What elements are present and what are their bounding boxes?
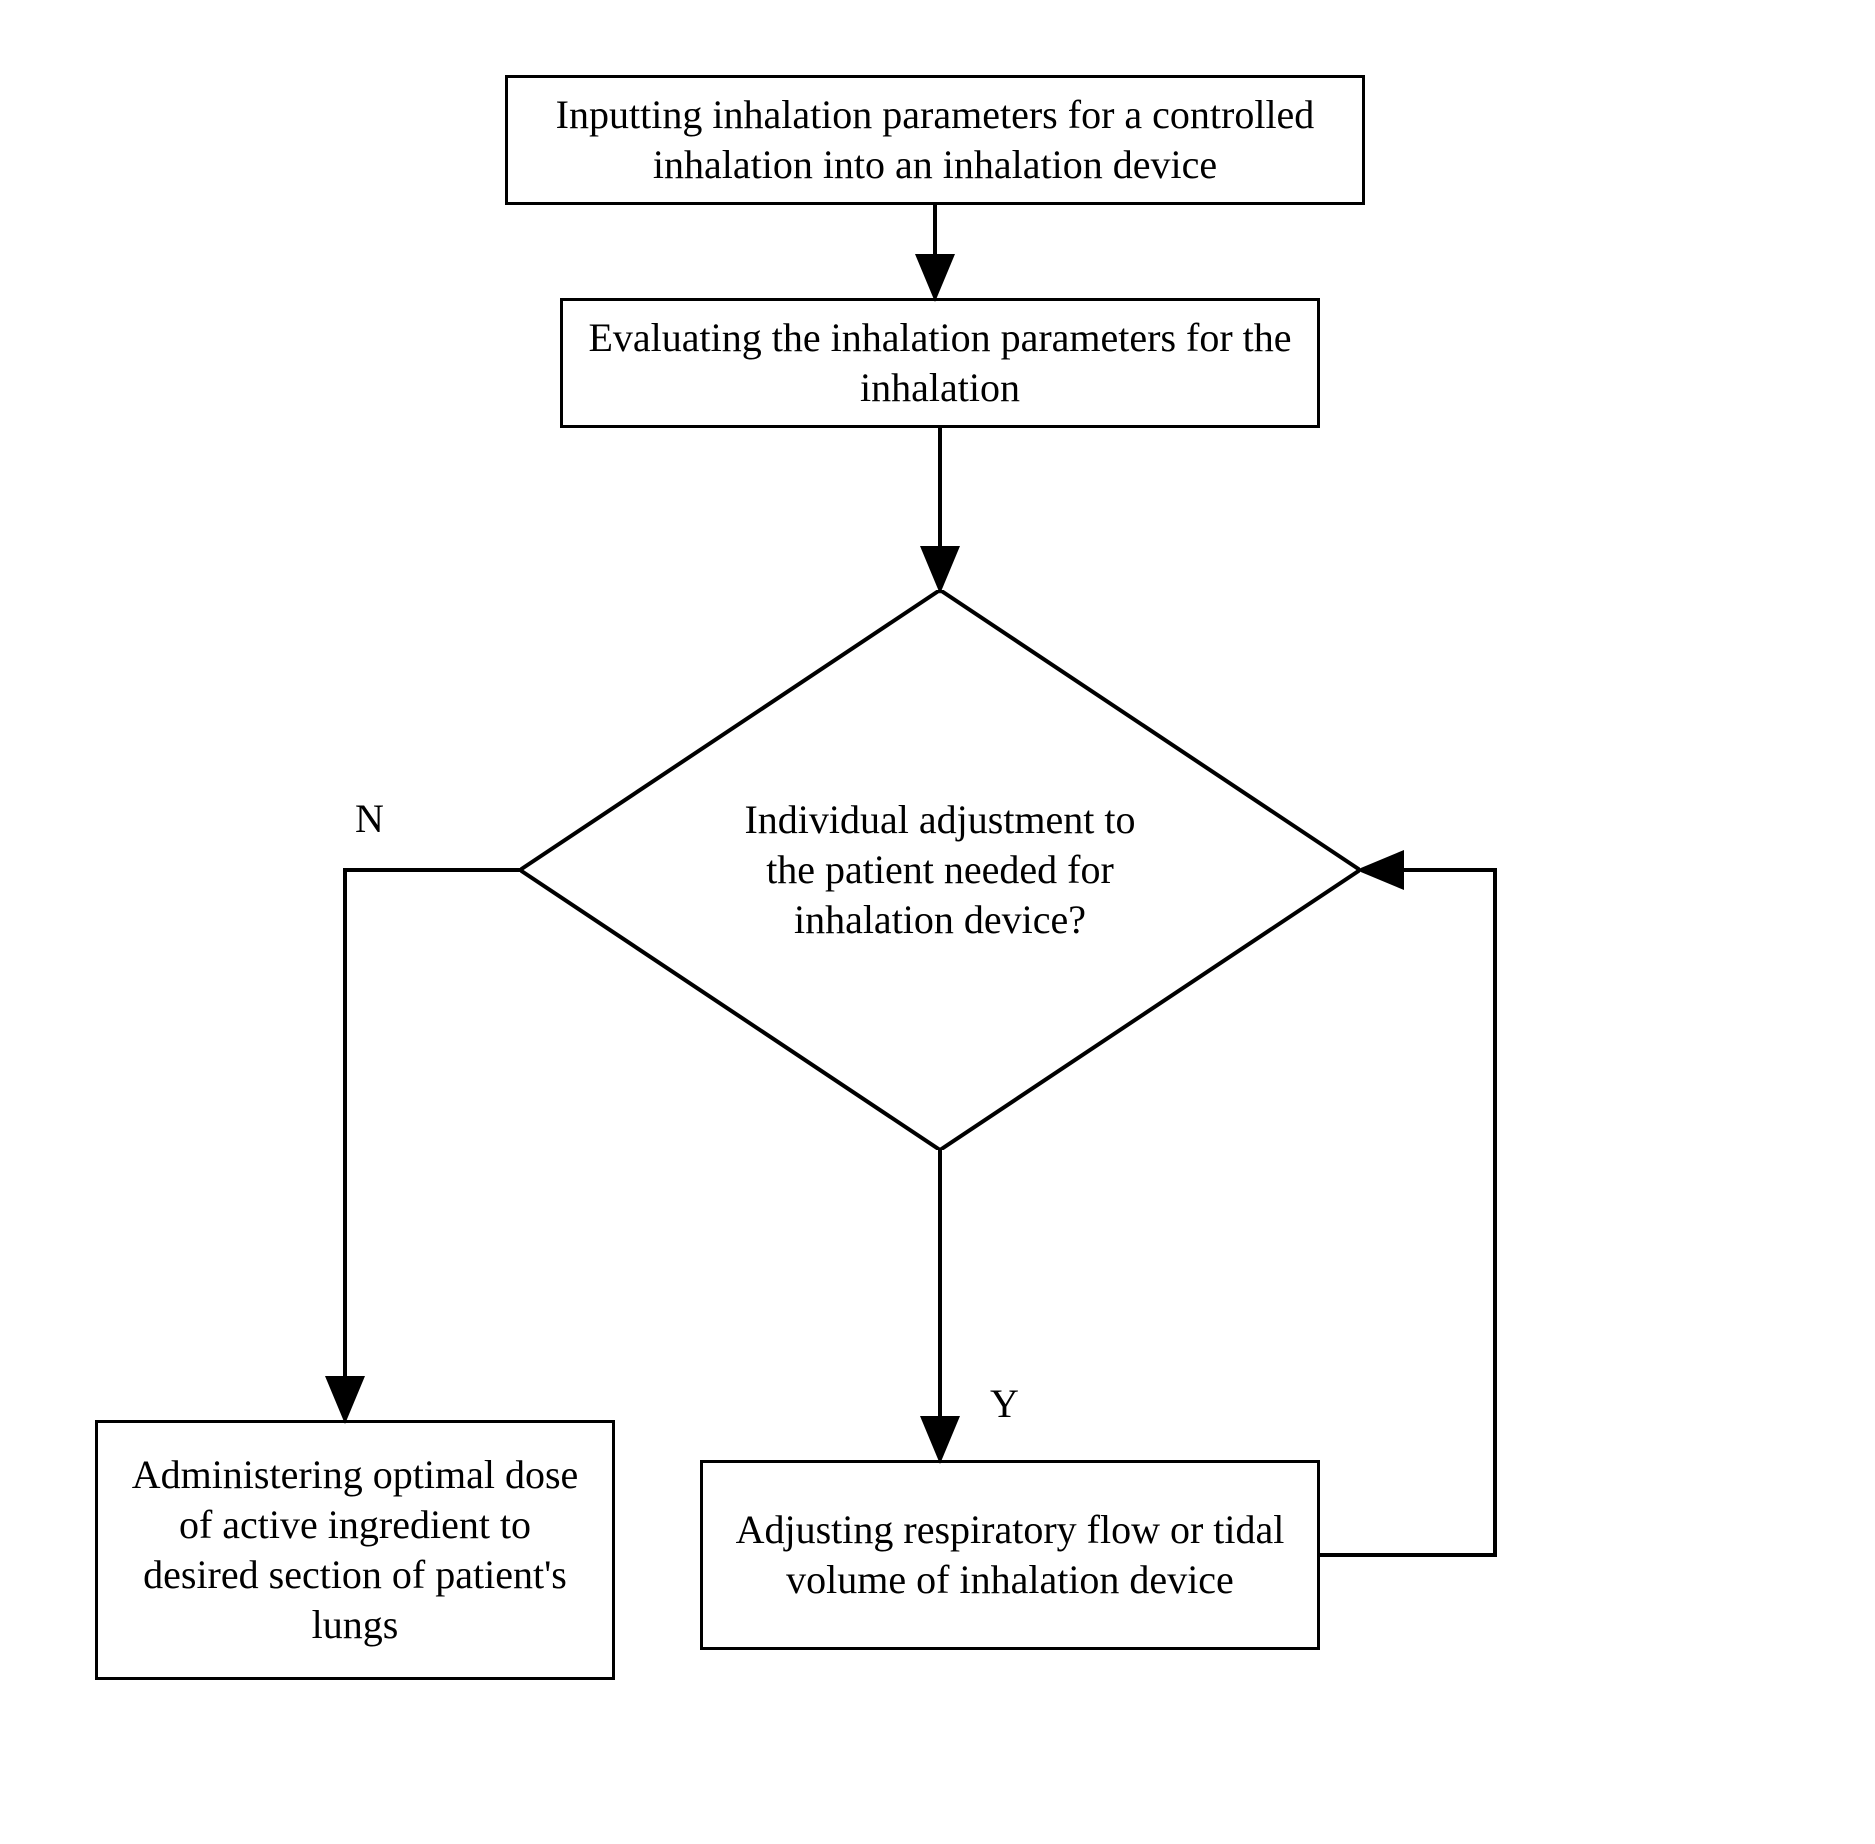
node-text: Individual adjustment to the patient nee… (730, 795, 1150, 945)
